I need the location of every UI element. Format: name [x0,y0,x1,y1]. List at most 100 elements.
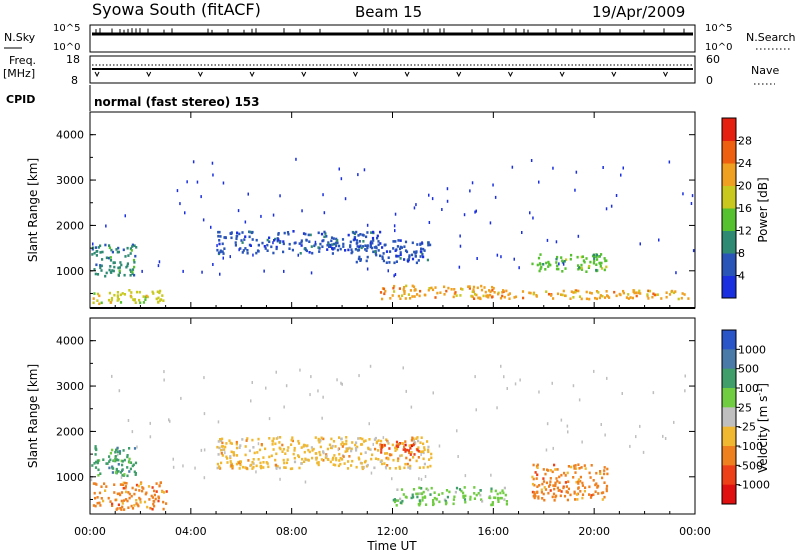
echo-cell [691,194,694,198]
echo-cell [592,479,595,482]
echo-cell [336,239,339,242]
echo-cell [404,450,407,453]
echo-cell [505,500,508,503]
echo-cell [268,236,271,240]
echo-cell [528,291,531,295]
echo-cell [340,437,343,441]
echo-cell [491,285,494,289]
echo-cell [121,292,124,295]
echo-cell [338,244,341,248]
echo-cell [342,455,345,458]
echo-cell [332,242,336,246]
echo-cell [222,181,225,185]
echo-cell [555,261,558,264]
echo-cell [358,457,361,461]
echo-cell [94,496,97,500]
echo-cell [422,247,425,251]
echo-cell [246,437,249,440]
echo-cell [139,301,142,305]
echo-cell [426,465,429,469]
echo-cell [219,272,221,276]
date-label: 19/Apr/2009 [592,3,685,21]
echo-cell [286,458,289,461]
echo-cell [281,450,284,453]
echo-cell [419,255,422,258]
echo-cell [419,441,422,444]
echo-cell [642,450,645,454]
echo-cell [264,247,267,250]
echo-cell [278,441,281,444]
echo-cell [375,253,378,257]
echo-cell [606,472,609,476]
echo-cell [210,225,212,229]
echo-cell [594,483,597,487]
echo-cell [229,255,231,259]
echo-cell [541,497,544,500]
x-tick-label: 00:00 [74,525,106,538]
echo-cell [368,422,370,426]
colorbar-tick-label: 1000 [738,343,766,356]
echo-cell [151,496,154,499]
echo-cell [491,503,494,507]
echo-cell [548,483,552,486]
x-axis-label: Time UT [366,539,417,553]
echo-cell [299,252,302,255]
echo-cell [542,263,545,266]
echo-cell [218,446,221,450]
echo-cell [394,212,397,216]
echo-cell [574,464,577,467]
echo-cell [564,267,567,270]
echo-cell [246,249,249,252]
echo-cell [128,447,131,450]
echo-cell [393,498,396,501]
echo-cell [594,490,597,493]
y-tick-label: 1000 [56,265,84,278]
echo-cell [111,466,114,470]
echo-cell [350,447,353,451]
echo-cell [460,287,463,291]
echo-cell [322,239,325,242]
echo-cell [577,264,580,267]
echo-cell [359,258,362,261]
echo-cell [350,251,353,255]
echo-cell [283,461,286,465]
echo-cell [593,255,596,258]
echo-cell [318,440,321,444]
echo-cell [282,242,285,246]
echo-cell [393,274,395,278]
echo-cell [560,490,563,493]
freq-left-tick-bottom: 8 [71,74,78,87]
echo-cell [660,297,663,300]
echo-cell [310,271,313,275]
echo-cell [446,495,449,499]
echo-cell [278,466,281,470]
echo-cell [146,505,149,509]
echo-cell [563,260,566,263]
freq-mark [559,71,565,78]
echo-cell [222,252,225,255]
echo-cell [583,260,586,264]
echo-cell [600,267,604,270]
echo-cell [255,238,258,242]
echo-cell [646,293,649,296]
echo-cell [157,495,160,499]
echo-cell [380,451,383,454]
echo-cell [496,492,499,496]
echo-cell [275,437,278,440]
echo-cell [97,468,100,472]
echo-cell [606,467,609,471]
echo-cell [581,496,584,500]
echo-cell [424,475,427,478]
echo-cell [96,273,100,276]
echo-cell [300,241,303,244]
echo-cell [326,248,329,251]
echo-cell [414,288,417,292]
colorbar-tick-label: 25 [738,401,752,414]
echo-cell [93,462,96,465]
noise-left-label: N.Sky [4,31,36,44]
echo-cell [413,453,416,456]
echo-cell [221,454,224,457]
echo-cell [419,501,422,504]
